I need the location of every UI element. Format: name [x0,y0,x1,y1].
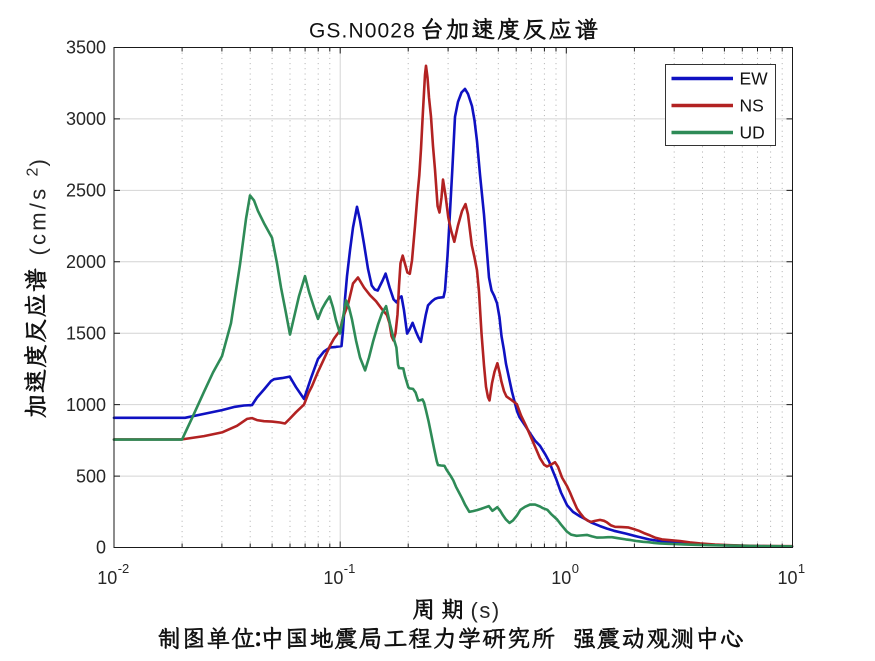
svg-text:1000: 1000 [66,395,106,415]
svg-text:): ) [26,159,51,166]
svg-text:1500: 1500 [66,323,106,343]
svg-text:0: 0 [572,561,579,576]
svg-text:-2: -2 [118,561,130,576]
svg-text:EW: EW [740,69,769,89]
svg-text:10: 10 [323,568,343,588]
svg-text:2: 2 [25,168,42,177]
svg-text:2000: 2000 [66,252,106,272]
svg-text:2500: 2500 [66,181,106,201]
svg-text:0: 0 [96,538,106,558]
svg-text:NS: NS [740,96,764,116]
svg-text:3000: 3000 [66,109,106,129]
svg-text:(cm/s: (cm/s [26,186,51,256]
svg-text:3500: 3500 [66,38,106,58]
svg-text:10: 10 [551,568,571,588]
svg-text:(s): (s) [471,598,501,623]
svg-text:10: 10 [778,568,798,588]
svg-text:1: 1 [798,561,805,576]
svg-text:-1: -1 [344,561,356,576]
svg-text:GS.N0028: GS.N0028 [309,19,416,42]
svg-text:UD: UD [740,123,765,143]
svg-text:10: 10 [97,568,117,588]
svg-text:500: 500 [76,466,106,486]
